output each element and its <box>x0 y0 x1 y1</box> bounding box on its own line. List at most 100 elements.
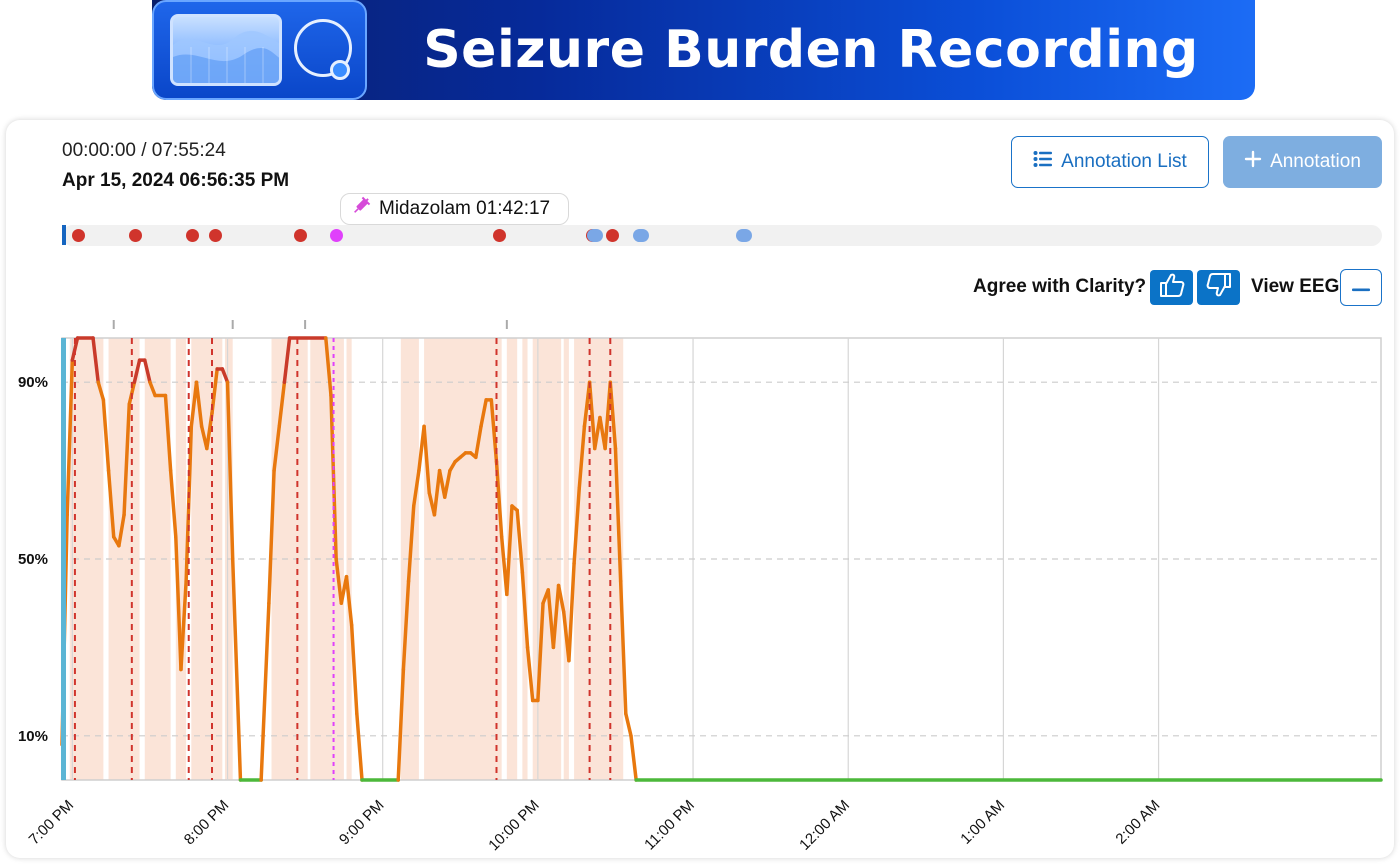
burden-line-segment <box>344 574 354 628</box>
burden-line-segment <box>117 513 126 548</box>
annotation-list-button[interactable]: Annotation List <box>1011 136 1209 188</box>
x-tick-label: 2:00 AM <box>1112 797 1163 848</box>
burden-line-segment <box>334 557 344 605</box>
plot-frame <box>61 337 1382 781</box>
burden-line-segment <box>106 468 116 539</box>
burden-line-segment <box>572 486 582 566</box>
medication-tooltip: Midazolam 01:42:17 <box>340 193 569 225</box>
burden-line-segment <box>168 468 178 539</box>
burden-line-segment <box>179 579 188 672</box>
playback-cursor <box>61 338 66 780</box>
seizure-band <box>271 338 308 780</box>
timeline-seizure-marker[interactable] <box>294 229 308 242</box>
burden-line-segment <box>259 601 271 782</box>
burden-line-segment <box>401 579 411 672</box>
time-counter: 00:00:00 / 07:55:24 <box>62 140 226 161</box>
burden-line-segment <box>613 446 623 583</box>
page-title: Seizure Burden Recording <box>423 20 1199 80</box>
y-tick-label: 10% <box>18 728 48 745</box>
burden-line-segment <box>267 468 276 605</box>
x-tick-label: 9:00 PM <box>336 797 388 849</box>
burden-line-segment <box>349 623 359 716</box>
burden-line-segment <box>406 504 416 583</box>
seizure-band <box>563 338 569 780</box>
burden-line-segment <box>163 393 173 473</box>
x-tick-label: 12:00 AM <box>796 797 853 854</box>
burden-line-segment <box>324 336 333 398</box>
seizure-band <box>175 338 187 780</box>
burden-line-segment <box>618 579 628 716</box>
burden-line-segment <box>551 583 561 650</box>
burden-line-segment <box>132 358 142 384</box>
burden-line-segment <box>143 358 152 384</box>
burden-line-segment <box>422 424 432 495</box>
seizure-band <box>506 338 518 780</box>
burden-line-segment <box>556 583 566 614</box>
x-tick-label: 10:00 PM <box>485 797 542 854</box>
syringe-icon <box>351 196 371 222</box>
timeline-seizure-marker[interactable] <box>129 229 143 242</box>
x-tick-label: 8:00 PM <box>181 797 233 849</box>
burden-line-segment <box>272 424 281 473</box>
burden-line-segment <box>225 380 235 561</box>
burden-line-segment <box>411 468 421 508</box>
minus-icon <box>1352 279 1370 297</box>
list-icon <box>1033 150 1053 174</box>
burden-line-segment <box>91 336 100 384</box>
burden-line-segment <box>525 645 535 703</box>
app-logo <box>152 0 367 100</box>
add-annotation-label: Annotation <box>1270 151 1361 172</box>
timeline-seizure-marker[interactable] <box>606 229 620 242</box>
burden-line-segment <box>577 424 587 491</box>
burden-line-segment <box>174 535 183 672</box>
burden-line-segment <box>220 367 230 384</box>
timeline-track[interactable] <box>62 225 1382 246</box>
timeline-seizure-marker[interactable] <box>492 229 506 242</box>
timeline-cursor[interactable] <box>62 225 66 245</box>
timeline-seizure-marker[interactable] <box>185 229 199 242</box>
burden-line-segment <box>474 424 483 460</box>
burden-line-segment <box>515 508 525 575</box>
burden-line-segment <box>277 380 287 429</box>
burden-line-segment <box>101 398 111 473</box>
medication-marker-label: Midazolam 01:42:17 <box>379 198 551 219</box>
burden-line-segment <box>536 601 545 703</box>
dot-icon <box>330 60 350 80</box>
thumbs-down-button[interactable] <box>1197 270 1240 305</box>
thumbs-up-icon <box>1158 272 1186 303</box>
x-tick-label: 11:00 PM <box>641 797 698 854</box>
agree-label: Agree with Clarity? <box>973 276 1147 297</box>
burden-line-segment <box>629 734 638 782</box>
burden-line-segment <box>122 402 131 517</box>
thumbs-down-icon <box>1205 272 1233 303</box>
burden-line-segment <box>230 557 243 782</box>
recording-datetime: Apr 15, 2024 06:56:35 PM <box>62 170 290 191</box>
burden-line-segment <box>65 358 75 517</box>
app-banner: Seizure Burden Recording <box>152 0 1255 100</box>
burden-line-segment <box>443 468 452 499</box>
burden-line-segment <box>505 504 514 597</box>
burden-line-segment <box>96 380 106 402</box>
burden-line-segment <box>194 380 204 429</box>
add-annotation-button[interactable]: Annotation <box>1223 136 1382 188</box>
view-eeg-label: View EEG <box>1251 276 1340 297</box>
y-tick-label: 50% <box>18 551 48 568</box>
burden-line-segment <box>479 398 488 429</box>
burden-line-segment <box>432 468 442 517</box>
burden-line-segment <box>624 711 633 738</box>
timeline-annotation-marker[interactable] <box>586 229 603 242</box>
ring-icon <box>294 19 352 77</box>
timeline-seizure-marker[interactable] <box>209 229 223 242</box>
timeline-medication-marker[interactable] <box>330 229 344 242</box>
timeline-annotation-marker[interactable] <box>632 229 649 242</box>
seizure-band <box>108 338 140 780</box>
eeg-screen-icon <box>170 14 282 86</box>
thumbs-up-button[interactable] <box>1150 270 1193 305</box>
timeline-annotation-marker[interactable] <box>736 229 753 242</box>
timeline-seizure-marker[interactable] <box>72 229 86 242</box>
x-tick-label: 7:00 PM <box>26 797 78 849</box>
x-tick-label: 1:00 AM <box>957 797 1008 848</box>
burden-line-segment <box>148 380 157 398</box>
view-eeg-toggle[interactable] <box>1340 269 1382 306</box>
